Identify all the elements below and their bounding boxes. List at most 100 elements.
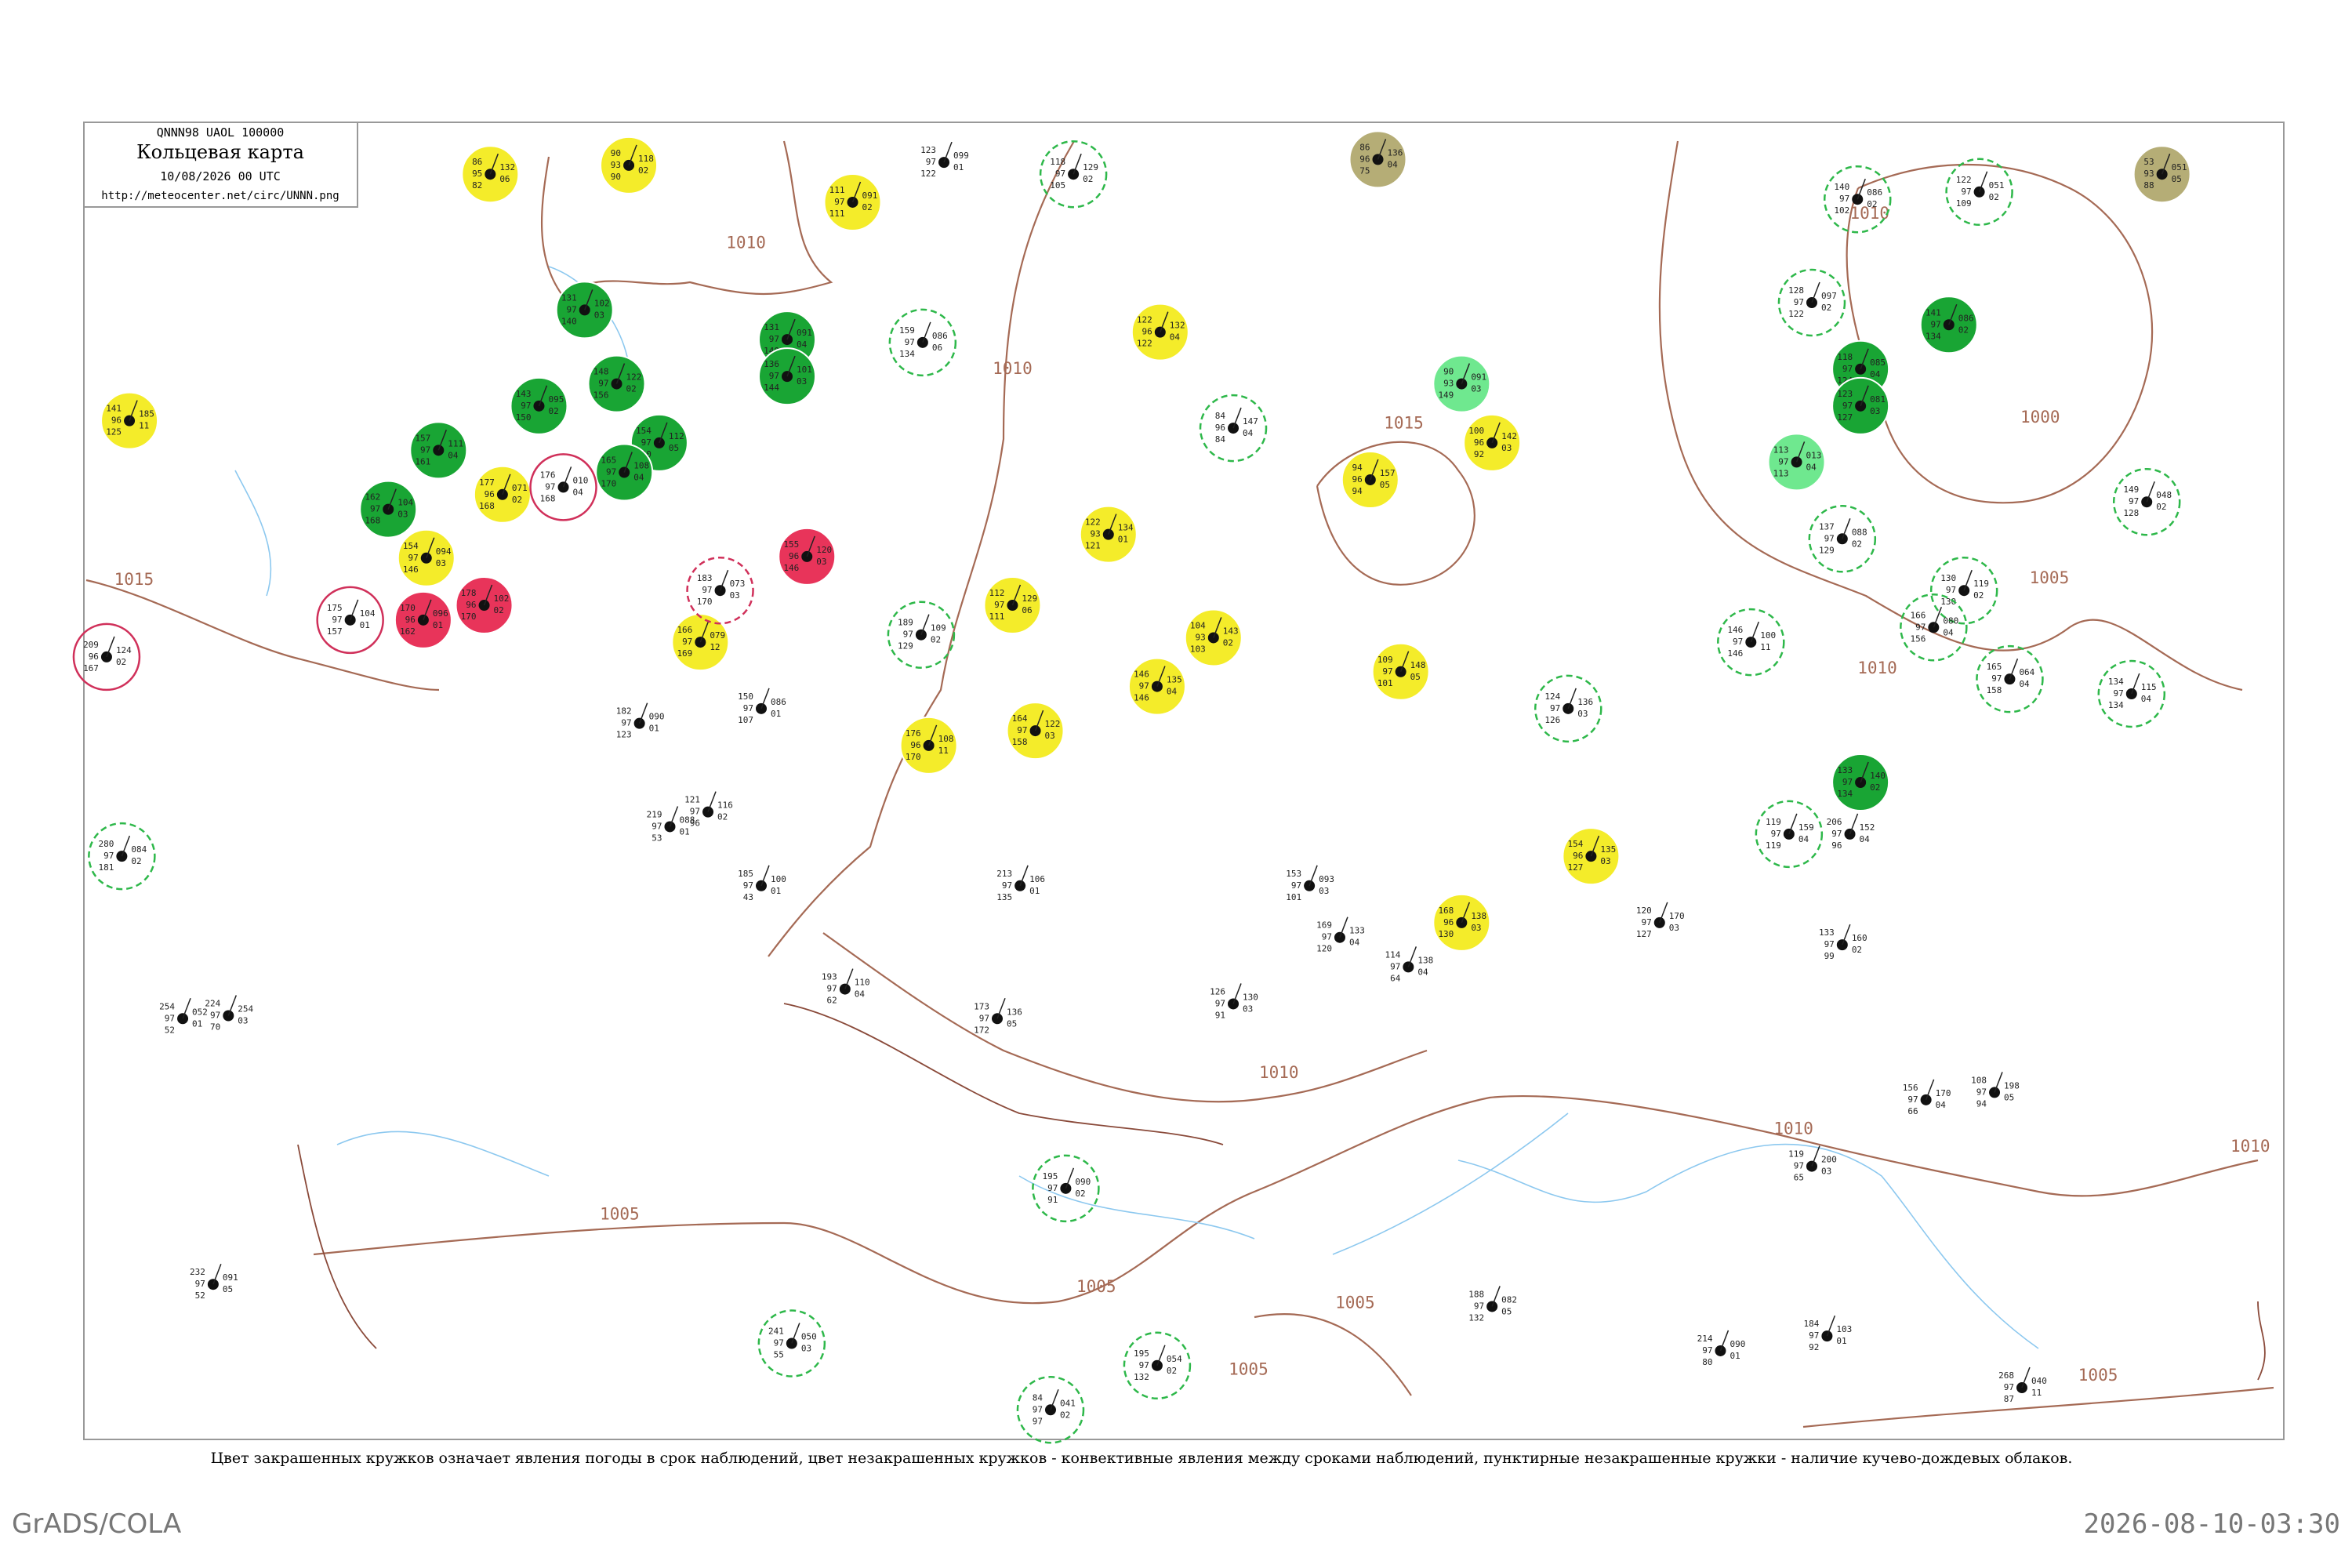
isobar-label: 1010: [1773, 1119, 1813, 1138]
station-value: 130: [1940, 573, 1956, 583]
station-value: 122: [1045, 719, 1061, 729]
station-value: 96: [405, 615, 416, 625]
station-value: 52: [165, 1025, 175, 1035]
borders: [297, 1003, 2266, 1381]
station-value: 93: [1443, 379, 1454, 389]
station-value: 128: [1788, 285, 1804, 296]
station-value: 97: [1839, 194, 1849, 204]
station-value: 92: [1474, 449, 1484, 459]
header-title: Кольцевая карта: [136, 141, 304, 163]
wind-barb: [2161, 153, 2171, 175]
wind-barb: [2131, 673, 2140, 695]
station-value: 90: [611, 172, 621, 182]
station-value: 04: [797, 339, 808, 350]
wind-barb: [920, 614, 930, 635]
station-value: 054: [1167, 1354, 1182, 1364]
station-value: 088: [1852, 527, 1867, 537]
station-value: 214: [1697, 1334, 1713, 1344]
convective-ring: [1534, 674, 1602, 743]
station-value: 97: [370, 504, 380, 514]
station-value: 111: [989, 612, 1005, 622]
station-value: 120: [1636, 906, 1652, 916]
station-value: 129: [1022, 593, 1037, 604]
border: [783, 1003, 1224, 1145]
wind-barb: [129, 400, 138, 421]
station-value: 97: [1047, 1183, 1058, 1193]
station-value: 232: [190, 1267, 205, 1277]
station-value: 70: [210, 1022, 220, 1033]
station-value: 97: [774, 1338, 784, 1348]
station-value: 080: [1943, 615, 1958, 626]
station-value: 97: [1139, 1360, 1149, 1370]
station-value: 06: [932, 343, 942, 353]
wind-barb: [1232, 983, 1242, 1004]
station-value: 03: [797, 376, 807, 387]
station-value: 200: [1821, 1155, 1837, 1165]
convective-ring: [757, 1309, 826, 1377]
station-value: 97: [521, 401, 531, 411]
station-value: 079: [710, 630, 725, 641]
station-value: 121: [1085, 541, 1101, 551]
station-value: 165: [1987, 662, 2002, 672]
station-value: 02: [1167, 1366, 1177, 1376]
station-value: 141: [106, 404, 122, 414]
border: [297, 1144, 2266, 1381]
wind-barb: [1811, 1145, 1820, 1167]
station-value: 119: [1766, 840, 1781, 851]
station-value: 97: [905, 337, 915, 347]
station-value: 188: [1468, 1289, 1484, 1299]
station-value: 120: [816, 545, 832, 555]
station-value: 136: [1388, 147, 1403, 158]
station-value: 254: [159, 1001, 175, 1011]
wind-barb: [1407, 946, 1417, 967]
station-value: 97: [834, 197, 844, 207]
station-value: 03: [816, 557, 826, 567]
station-value: 96: [910, 740, 920, 750]
wind-barb: [1232, 407, 1242, 429]
station-value: 114: [1385, 949, 1400, 960]
station-value: 04: [1170, 332, 1181, 343]
station-value: 159: [899, 325, 915, 336]
isobar-label: 1010: [1857, 659, 1897, 677]
station-value: 155: [783, 539, 799, 550]
station-value: 122: [920, 169, 936, 179]
station-value: 96: [466, 600, 476, 610]
station-value: 113: [1773, 468, 1789, 478]
station-value: 02: [494, 605, 504, 615]
station-value: 189: [898, 618, 913, 628]
station-value: 162: [400, 626, 416, 637]
station-value: 120: [1316, 944, 1332, 954]
wind-barb: [584, 289, 593, 310]
station-value: 184: [1804, 1319, 1820, 1329]
station-value: 149: [2123, 485, 2139, 495]
station-value: 165: [601, 456, 616, 466]
station-value: 96: [1352, 474, 1363, 485]
station-value: 86: [472, 157, 482, 167]
station-value: 134: [1837, 789, 1853, 799]
station-value: 170: [601, 479, 616, 489]
wind-barb: [638, 702, 648, 724]
station-value: 96: [1474, 437, 1484, 448]
isobar-label: 1010: [726, 234, 766, 252]
station-value: 01: [649, 724, 659, 734]
station-value: 96: [1142, 327, 1152, 337]
station-value: 166: [677, 625, 692, 635]
station-value: 93: [611, 160, 621, 170]
station-value: 12: [710, 642, 720, 652]
station-value: 122: [626, 372, 642, 383]
station-value: 97: [1055, 169, 1065, 179]
station-value: 219: [647, 809, 662, 819]
station-value: 97: [1033, 1404, 1043, 1414]
wind-barb: [1750, 621, 1760, 643]
station-value: 134: [2108, 677, 2124, 687]
station-value: 123: [616, 730, 632, 740]
station-value: 02: [931, 635, 941, 645]
station-value: 166: [1910, 610, 1926, 620]
isobar-labels: 1010101010151015101010051000101010101005…: [114, 204, 2270, 1385]
station-value: 94: [1352, 463, 1363, 473]
station-value: 170: [400, 603, 416, 613]
station-value: 135: [996, 892, 1012, 902]
station-value: 97: [1390, 961, 1400, 971]
station-value: 04: [1806, 462, 1817, 472]
wind-barb: [1719, 1330, 1730, 1352]
